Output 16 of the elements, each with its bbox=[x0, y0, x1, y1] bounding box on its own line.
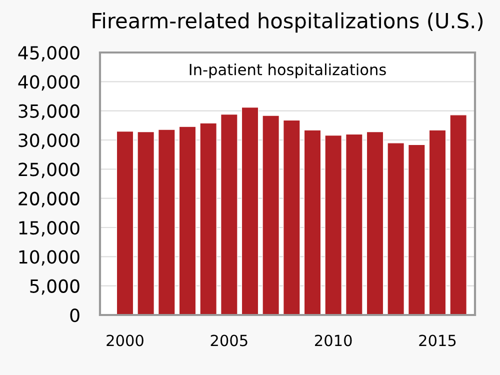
y-tick-label: 15,000 bbox=[19, 220, 80, 236]
y-tick-label: 30,000 bbox=[18, 133, 80, 149]
y-tick-label: 40,000 bbox=[18, 75, 80, 91]
y-tick-label: 5,000 bbox=[30, 279, 80, 295]
y-tick-label: 10,000 bbox=[19, 250, 80, 266]
x-tick-label: 2000 bbox=[106, 334, 144, 346]
x-tick-label: 2015 bbox=[419, 334, 456, 346]
y-tick-label: 20,000 bbox=[18, 192, 80, 208]
y-tick-label: 45,000 bbox=[18, 46, 80, 62]
x-tick-label: 2005 bbox=[210, 334, 248, 346]
y-tick-label: 0 bbox=[70, 308, 80, 322]
x-tick-label: 2010 bbox=[315, 334, 352, 346]
chart-title: Firearm-related hospitalizations (U.S.) bbox=[92, 12, 483, 33]
y-tick-label: 25,000 bbox=[18, 162, 80, 178]
annotation: In-patient hospitalizations bbox=[190, 63, 386, 78]
y-tick-label: 35,000 bbox=[18, 104, 80, 120]
